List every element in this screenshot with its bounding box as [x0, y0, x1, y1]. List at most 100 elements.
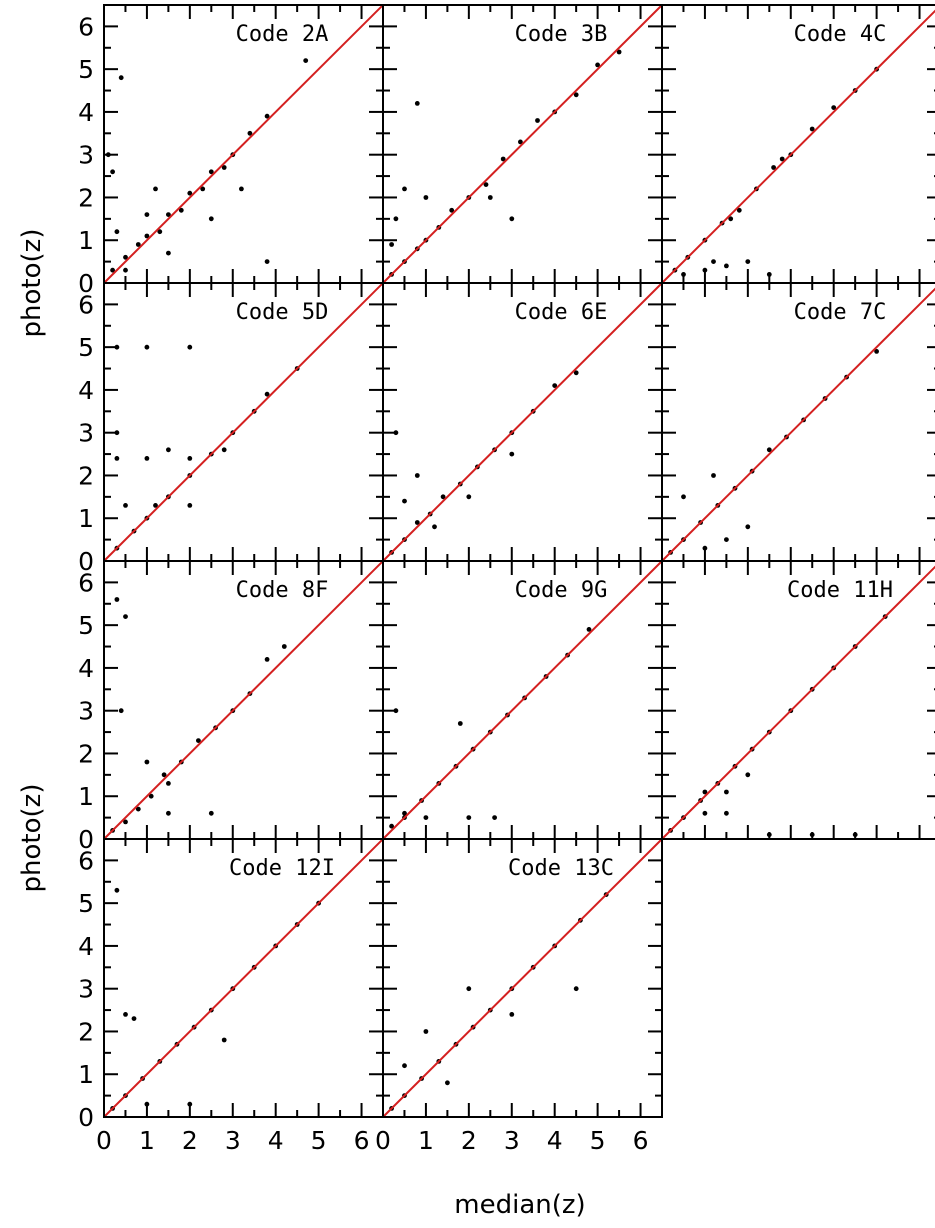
y-tick-label: 3 [78, 141, 94, 170]
panel-points [110, 887, 321, 1111]
data-point [466, 494, 472, 500]
data-point [144, 344, 150, 350]
data-point [402, 1063, 407, 1069]
y-axis-title-row-2: photo(z) [17, 229, 47, 338]
y-axis-title-row-4: photo(z) [17, 784, 47, 893]
y-tick-label: 1 [78, 782, 94, 811]
data-point [221, 447, 227, 453]
data-point [144, 212, 150, 218]
data-point [432, 524, 437, 530]
data-point [595, 62, 600, 68]
data-point [123, 254, 128, 260]
y-tick-label: 3 [78, 697, 94, 726]
data-point [166, 447, 171, 453]
reference-line [382, 838, 663, 1118]
y-tick-label: 5 [78, 889, 94, 918]
data-point [118, 75, 124, 81]
data-point [414, 473, 420, 478]
data-point [509, 451, 515, 457]
data-point [123, 503, 128, 508]
panel-frame [382, 838, 663, 1118]
x-tick-label: 3 [225, 1126, 241, 1155]
data-point [736, 207, 742, 213]
y-tick-label: 0 [78, 825, 94, 854]
x-tick-label: 5 [311, 1126, 327, 1155]
y-tick-label: 3 [78, 419, 94, 448]
data-point [264, 657, 270, 662]
y-tick-label: 5 [78, 611, 94, 640]
data-point [414, 520, 420, 525]
data-point [779, 156, 785, 162]
data-point [187, 456, 193, 461]
data-point [487, 195, 493, 200]
data-point [724, 810, 729, 816]
data-point [114, 597, 120, 602]
data-point [153, 503, 158, 508]
y-tick-label: 1 [78, 226, 94, 255]
y-tick-label: 6 [78, 568, 94, 597]
panel-title: Code 6E [515, 300, 608, 325]
data-point [166, 212, 171, 218]
data-point [135, 242, 141, 247]
data-point [303, 58, 309, 63]
reference-line [103, 4, 384, 284]
panel-title: Code 12I [229, 856, 335, 881]
data-point [535, 118, 540, 123]
data-point [745, 259, 751, 264]
data-point [131, 1016, 137, 1021]
data-point [766, 272, 772, 277]
data-point [402, 810, 407, 816]
data-point [123, 819, 128, 825]
data-point [457, 721, 463, 726]
data-point [573, 370, 579, 376]
data-point [681, 272, 686, 277]
panel-title: Code 11H [787, 578, 893, 603]
data-point [724, 789, 729, 795]
data-point [874, 349, 879, 354]
data-point [509, 1012, 515, 1017]
reference-line [661, 9, 935, 284]
panel-6: Code 7C [661, 282, 935, 562]
data-point [483, 182, 489, 188]
data-point [208, 169, 214, 175]
y-tick-label: 6 [78, 290, 94, 319]
panel-title: Code 5D [236, 300, 329, 325]
data-point [492, 815, 497, 820]
data-point [414, 101, 420, 106]
data-point [123, 1012, 128, 1017]
data-point [402, 498, 407, 504]
y-tick-label: 4 [78, 654, 94, 683]
y-tick-label: 5 [78, 333, 94, 362]
data-point [114, 229, 120, 235]
reference-line [382, 560, 663, 840]
data-point [264, 113, 270, 119]
y-tick-label: 1 [78, 1060, 94, 1089]
panel-points [105, 58, 309, 273]
y-tick-label: 5 [78, 55, 94, 84]
data-point [500, 156, 506, 162]
x-tick-label: 0 [375, 1126, 391, 1155]
data-point [123, 614, 128, 619]
y-tick-label: 2 [78, 739, 94, 768]
data-point [423, 195, 429, 200]
data-point [445, 1080, 450, 1086]
reference-line [661, 565, 935, 840]
data-point [221, 1037, 227, 1043]
data-point [110, 169, 115, 175]
panel-title: Code 2A [236, 22, 329, 47]
data-point [702, 810, 708, 816]
reference-line [103, 282, 384, 562]
y-tick-label: 6 [78, 846, 94, 875]
data-point [518, 139, 523, 145]
panel-points [114, 344, 300, 551]
data-point [247, 130, 253, 136]
y-tick-label: 6 [78, 12, 94, 41]
data-point [166, 810, 171, 816]
data-point [118, 708, 124, 714]
y-tick-label: 0 [78, 1103, 94, 1132]
x-tick-label: 4 [547, 1126, 563, 1155]
x-tick-label: 2 [182, 1126, 198, 1155]
data-point [161, 772, 167, 778]
panel-title: Code 3B [515, 22, 608, 47]
